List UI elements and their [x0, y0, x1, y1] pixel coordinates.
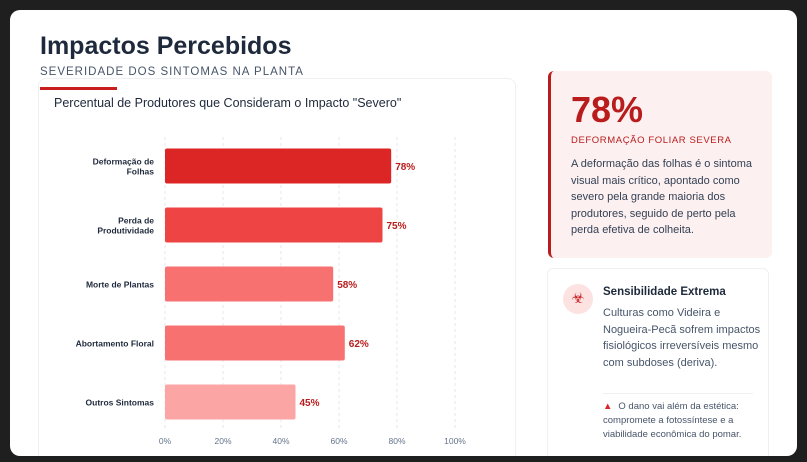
data-label: 45%	[300, 398, 320, 409]
category-label: Outros Sintomas	[86, 398, 155, 408]
bar[interactable]	[165, 148, 392, 184]
data-label: 78%	[395, 162, 415, 173]
divider	[603, 393, 753, 394]
chart-card	[38, 78, 516, 456]
info-card: ☣ Sensibilidade Extrema Culturas como Vi…	[547, 268, 769, 456]
stat-text: A deformação das folhas é o sintoma visu…	[571, 158, 752, 236]
biohazard-icon: ☣	[563, 284, 593, 314]
x-tick-label: 100%	[444, 436, 466, 446]
category-label: Folhas	[127, 167, 155, 177]
x-tick-label: 60%	[330, 436, 347, 446]
category-label: Abortamento Floral	[76, 339, 154, 349]
info-note-text: O dano vai além da estética: compromete …	[603, 401, 742, 440]
bar[interactable]	[165, 207, 383, 243]
data-label: 62%	[349, 339, 369, 350]
page: Impactos Percebidos SEVERIDADE DOS SINTO…	[10, 10, 797, 456]
x-tick-label: 0%	[159, 436, 172, 446]
x-tick-label: 80%	[388, 436, 405, 446]
bar[interactable]	[165, 325, 345, 361]
page-title: Impactos Percebidos	[40, 32, 292, 60]
chart-title: Percentual de Produtores que Consideram …	[54, 96, 402, 110]
data-label: 75%	[387, 221, 407, 232]
category-label: Perda de	[118, 216, 154, 226]
stat-card: 78% DEFORMAÇÃO FOLIAR SEVERA A deformaçã…	[548, 71, 772, 258]
accent-bar	[40, 87, 117, 90]
data-label: 58%	[337, 280, 357, 291]
info-text: Culturas como Videira e Nogueira-Pecã so…	[603, 307, 761, 369]
bar[interactable]	[165, 384, 296, 420]
info-note: ▲ O dano vai além da estética: compromete…	[603, 400, 768, 442]
category-label: Morte de Plantas	[86, 280, 154, 290]
stat-label: DEFORMAÇÃO FOLIAR SEVERA	[571, 135, 732, 146]
category-label: Produtividade	[97, 226, 154, 236]
x-tick-label: 20%	[214, 436, 231, 446]
page-subtitle: SEVERIDADE DOS SINTOMAS NA PLANTA	[40, 66, 304, 78]
x-tick-label: 40%	[272, 436, 289, 446]
category-label: Deformação de	[93, 157, 155, 167]
bar-chart: 0% 20% 40% 60% 80% 100% 78% Deformação deFolhas…	[76, 137, 466, 446]
info-title: Sensibilidade Extrema	[603, 286, 726, 298]
warning-icon: ▲	[603, 401, 613, 412]
bar[interactable]	[165, 266, 334, 302]
stat-value: 78%	[571, 89, 644, 130]
